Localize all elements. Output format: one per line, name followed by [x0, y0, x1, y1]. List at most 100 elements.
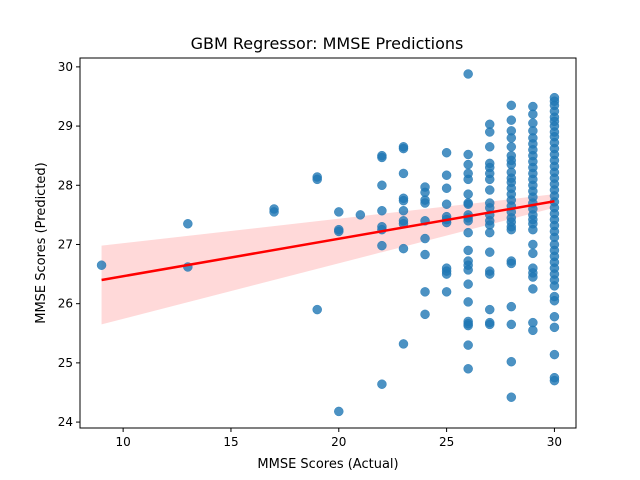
data-point [506, 392, 517, 402]
data-point [377, 180, 387, 191]
x-tick-label: 25 [439, 435, 454, 449]
x-tick-label: 30 [547, 435, 562, 449]
data-point [420, 287, 430, 297]
data-point [528, 284, 538, 294]
y-tick-label: 25 [58, 356, 73, 370]
data-point [441, 269, 452, 279]
data-point [96, 260, 107, 270]
data-point [463, 320, 473, 331]
data-point [420, 309, 430, 320]
data-point [312, 174, 322, 185]
data-point [334, 207, 344, 217]
data-point [441, 147, 452, 158]
data-point [398, 195, 409, 206]
data-point [398, 143, 409, 154]
data-point [549, 295, 560, 306]
y-tick-label: 24 [58, 415, 73, 429]
data-point [463, 364, 473, 374]
data-point [528, 248, 538, 259]
data-point [506, 115, 517, 125]
data-point [528, 109, 538, 119]
data-point [463, 297, 473, 307]
data-point [398, 243, 409, 254]
data-point [355, 210, 366, 220]
data-point [484, 247, 495, 257]
data-point [549, 322, 560, 333]
data-point [441, 170, 452, 180]
data-point [269, 207, 279, 217]
data-point [484, 227, 495, 238]
chart-title: GBM Regressor: MMSE Predictions [191, 34, 464, 53]
data-point [506, 224, 517, 235]
data-point [549, 311, 560, 322]
y-tick-label: 29 [58, 119, 73, 133]
regression-line-layer [101, 200, 555, 282]
data-point [528, 272, 538, 282]
data-point [484, 142, 495, 152]
data-point [463, 227, 473, 238]
data-point [549, 375, 560, 386]
data-point [484, 185, 495, 195]
y-axis-ticks: 24 25 26 27 28 29 30 [58, 60, 80, 429]
data-point [528, 325, 538, 336]
data-point [549, 281, 560, 291]
confidence-band-layer [101, 194, 555, 325]
y-tick-label: 27 [58, 237, 73, 251]
x-axis-ticks: 10 15 20 25 30 [115, 428, 562, 449]
data-point [334, 226, 344, 237]
x-tick-label: 10 [115, 435, 130, 449]
data-point [506, 100, 517, 111]
data-point [463, 265, 473, 275]
data-point [463, 245, 473, 256]
data-point [463, 199, 473, 209]
data-point [506, 258, 517, 269]
data-point [377, 152, 387, 163]
x-axis-label: MMSE Scores (Actual) [257, 457, 398, 472]
data-point [463, 69, 473, 79]
plot-frame [79, 57, 577, 429]
data-point [549, 349, 560, 360]
confidence-band [101, 194, 555, 325]
data-point [334, 406, 344, 417]
data-point [484, 319, 495, 330]
data-point [183, 219, 193, 229]
data-point [463, 279, 473, 289]
data-point [506, 142, 517, 152]
y-tick-label: 30 [58, 60, 73, 74]
data-point [312, 304, 322, 315]
data-point [420, 249, 430, 260]
data-point [463, 159, 473, 170]
data-point [506, 319, 517, 330]
y-axis-label: MMSE Scores (Predicted) [34, 162, 49, 324]
y-tick-label: 28 [58, 178, 73, 192]
data-point [441, 183, 452, 193]
x-tick-label: 15 [223, 435, 238, 449]
data-point [398, 339, 409, 349]
regression-line [101, 200, 555, 282]
data-point [398, 205, 409, 216]
data-point [484, 127, 495, 137]
data-point [463, 189, 473, 199]
data-point [484, 304, 495, 315]
data-point [420, 233, 430, 244]
data-point [484, 269, 495, 279]
data-point [528, 239, 538, 250]
data-point [441, 199, 452, 209]
data-point [506, 356, 517, 367]
data-point [463, 174, 473, 185]
data-point [463, 149, 473, 160]
data-point [506, 301, 517, 312]
data-point [506, 133, 517, 143]
y-tick-label: 26 [58, 297, 73, 311]
data-point [377, 240, 387, 251]
data-point [441, 287, 452, 297]
data-point [463, 340, 473, 350]
data-point [398, 168, 409, 179]
data-point [484, 174, 495, 185]
data-point [420, 198, 430, 208]
data-point [528, 224, 538, 235]
data-point [377, 379, 387, 389]
data-point [377, 205, 387, 216]
x-tick-label: 20 [331, 435, 346, 449]
